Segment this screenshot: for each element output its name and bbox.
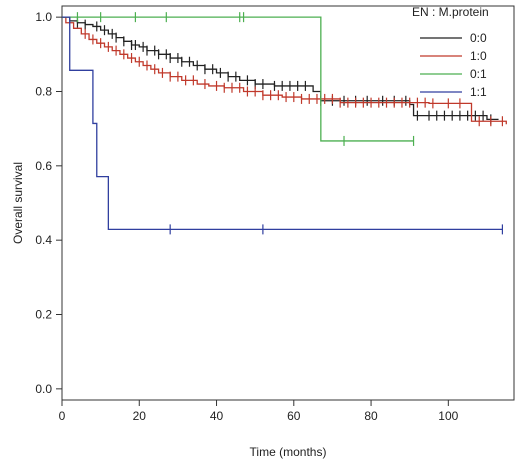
survival-curve (62, 16, 503, 231)
series-layer (62, 12, 507, 235)
legend-entry: 0:0 (470, 31, 487, 45)
y-tick-label: 1.0 (35, 10, 52, 24)
series-1-0 (62, 16, 507, 127)
plot-frame (61, 5, 515, 401)
y-tick-label: 0.4 (35, 233, 52, 247)
x-axis: 0 20 40 60 80 100 (59, 400, 459, 423)
y-axis-label: Overall survival (11, 162, 25, 244)
y-tick-label: 0.8 (35, 84, 52, 98)
x-tick-label: 20 (133, 409, 147, 423)
series-0-1 (62, 12, 415, 146)
legend-entry: 1:0 (470, 49, 487, 63)
legend: EN : M.protein 0:0 1:0 0:1 1:1 (412, 5, 489, 99)
legend-title: EN : M.protein (412, 5, 489, 19)
y-tick-label: 0.2 (35, 308, 52, 322)
x-tick-label: 100 (438, 409, 458, 423)
x-tick-label: 60 (287, 409, 301, 423)
y-tick-label: 0.6 (35, 159, 52, 173)
y-tick-label: 0.0 (35, 382, 52, 396)
legend-entry: 1:1 (470, 85, 487, 99)
x-axis-label: Time (months) (250, 445, 327, 459)
x-tick-label: 80 (364, 409, 378, 423)
y-axis: 0.0 0.2 0.4 0.6 0.8 1.0 (35, 10, 62, 396)
legend-entry: 0:1 (470, 67, 487, 81)
x-tick-label: 0 (59, 409, 66, 423)
series-1-1 (62, 16, 504, 235)
survival-curve (62, 16, 414, 142)
x-tick-label: 40 (210, 409, 224, 423)
